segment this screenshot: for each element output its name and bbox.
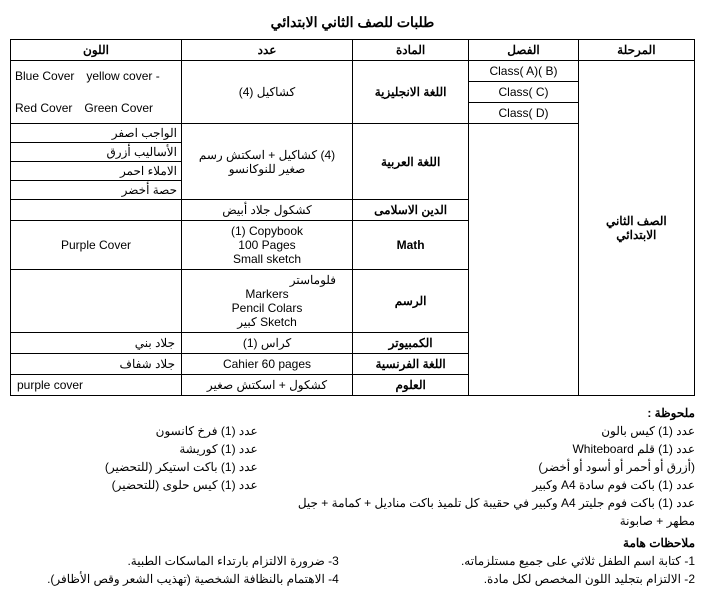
important-section: ملاحظات هامة 1- كتابة اسم الطفل ثلاثي عل…	[10, 536, 695, 588]
note-item: عدد (1) فرخ كانسون	[0, 422, 258, 440]
notes-section: ملحوظة : عدد (1) كيس بالون عدد (1) قلم W…	[10, 406, 695, 530]
color-green: Green Cover	[84, 101, 153, 115]
col-color: اللون	[11, 40, 182, 61]
page-title: طلبات للصف الثاني الابتدائي	[10, 14, 695, 31]
col-count: عدد	[182, 40, 353, 61]
science-count: كشكول + اسكتش صغير	[182, 375, 353, 396]
computer-color: جلاد بني	[11, 333, 182, 354]
arabic-color-4: حصة أخضر	[11, 181, 181, 199]
note-item: عدد (1) كوريشة	[0, 440, 258, 458]
computer-subject: الكمبيوتر	[353, 333, 469, 354]
drawing-count: فلوماستر Markers Pencil Colars كبير Sket…	[182, 270, 353, 333]
note-item: عدد (1) كيس بالون	[298, 422, 695, 440]
drawing-color	[11, 270, 182, 333]
color-red: Red Cover	[15, 101, 72, 115]
english-count: كشاكيل (4)	[182, 61, 353, 124]
arabic-color-1: الواجب اصفر	[11, 124, 181, 143]
notes-left-col: عدد (1) فرخ كانسون عدد (1) كوريشة عدد (1…	[0, 422, 258, 530]
requirements-table: اللون عدد المادة الفصل المرحلة Blue Cove…	[10, 39, 695, 396]
table-row: Blue Cover yellow cover - Red Cover Gree…	[11, 61, 695, 82]
important-heading: ملاحظات هامة	[10, 536, 695, 550]
important-item: 3- ضرورة الالتزام بارتداء الماسكات الطبي…	[10, 552, 339, 570]
important-item: 1- كتابة اسم الطفل ثلاثي على جميع مستلزم…	[366, 552, 695, 570]
french-subject: اللغة الفرنسية	[353, 354, 469, 375]
col-subject: المادة	[353, 40, 469, 61]
computer-count: كراس (1)	[182, 333, 353, 354]
color-yellow: yellow cover -	[86, 69, 159, 83]
arabic-count: (4) كشاكيل + اسكتش رسم صغير للنوكانسو	[182, 124, 353, 200]
important-item: 4- الاهتمام بالنظافة الشخصية (تهذيب الشع…	[10, 570, 339, 588]
note-item: عدد (1) قلم Whiteboard	[298, 440, 695, 458]
important-item: 2- الالتزام بتجليد اللون المخصص لكل مادة…	[366, 570, 695, 588]
english-subject: اللغة الانجليزية	[353, 61, 469, 124]
math-subject: Math	[353, 221, 469, 270]
color-blue: Blue Cover	[15, 69, 74, 83]
stage-label: الصف الثاني الابتدائي	[578, 61, 694, 396]
islamic-subject: الدين الاسلامى	[353, 200, 469, 221]
class-c: Class( C)	[469, 82, 578, 103]
islamic-count: كشكول جلاد أبيض	[182, 200, 353, 221]
note-item: عدد (1) باكت فوم سادة A4 وكبير	[298, 476, 695, 494]
islamic-color	[11, 200, 182, 221]
notes-heading: ملحوظة :	[10, 406, 695, 420]
arabic-color-3: الاملاء احمر	[11, 162, 181, 181]
notes-right-col: عدد (1) كيس بالون عدد (1) قلم Whiteboard…	[298, 422, 695, 530]
science-subject: العلوم	[353, 375, 469, 396]
science-color: purple cover	[11, 375, 182, 396]
important-left-col: 3- ضرورة الالتزام بارتداء الماسكات الطبي…	[10, 552, 339, 588]
col-stage: المرحلة	[578, 40, 694, 61]
math-color: Purple Cover	[11, 221, 182, 270]
drawing-subject: الرسم	[353, 270, 469, 333]
arabic-subject: اللغة العربية	[353, 124, 469, 200]
note-item: عدد (1) باكت فوم جليتر A4 وكبير في حقيبة…	[298, 494, 695, 530]
important-right-col: 1- كتابة اسم الطفل ثلاثي على جميع مستلزم…	[366, 552, 695, 588]
table-header-row: اللون عدد المادة الفصل المرحلة	[11, 40, 695, 61]
class-ab: Class( A)( B)	[469, 61, 578, 82]
note-item: عدد (1) باكت استيكر (للتحضير)	[0, 458, 258, 476]
note-item: عدد (1) كيس حلوى (للتحضير)	[0, 476, 258, 494]
french-color: جلاد شفاف	[11, 354, 182, 375]
french-count: Cahier 60 pages	[182, 354, 353, 375]
arabic-color-2: الأساليب أزرق	[11, 143, 181, 162]
semester-empty	[469, 124, 578, 396]
col-semester: الفصل	[469, 40, 578, 61]
class-d: Class( D)	[469, 103, 578, 124]
math-count: (1) Copybook 100 Pages Small sketch	[182, 221, 353, 270]
note-item: (أزرق أو أحمر أو أسود أو أخضر)	[298, 458, 695, 476]
